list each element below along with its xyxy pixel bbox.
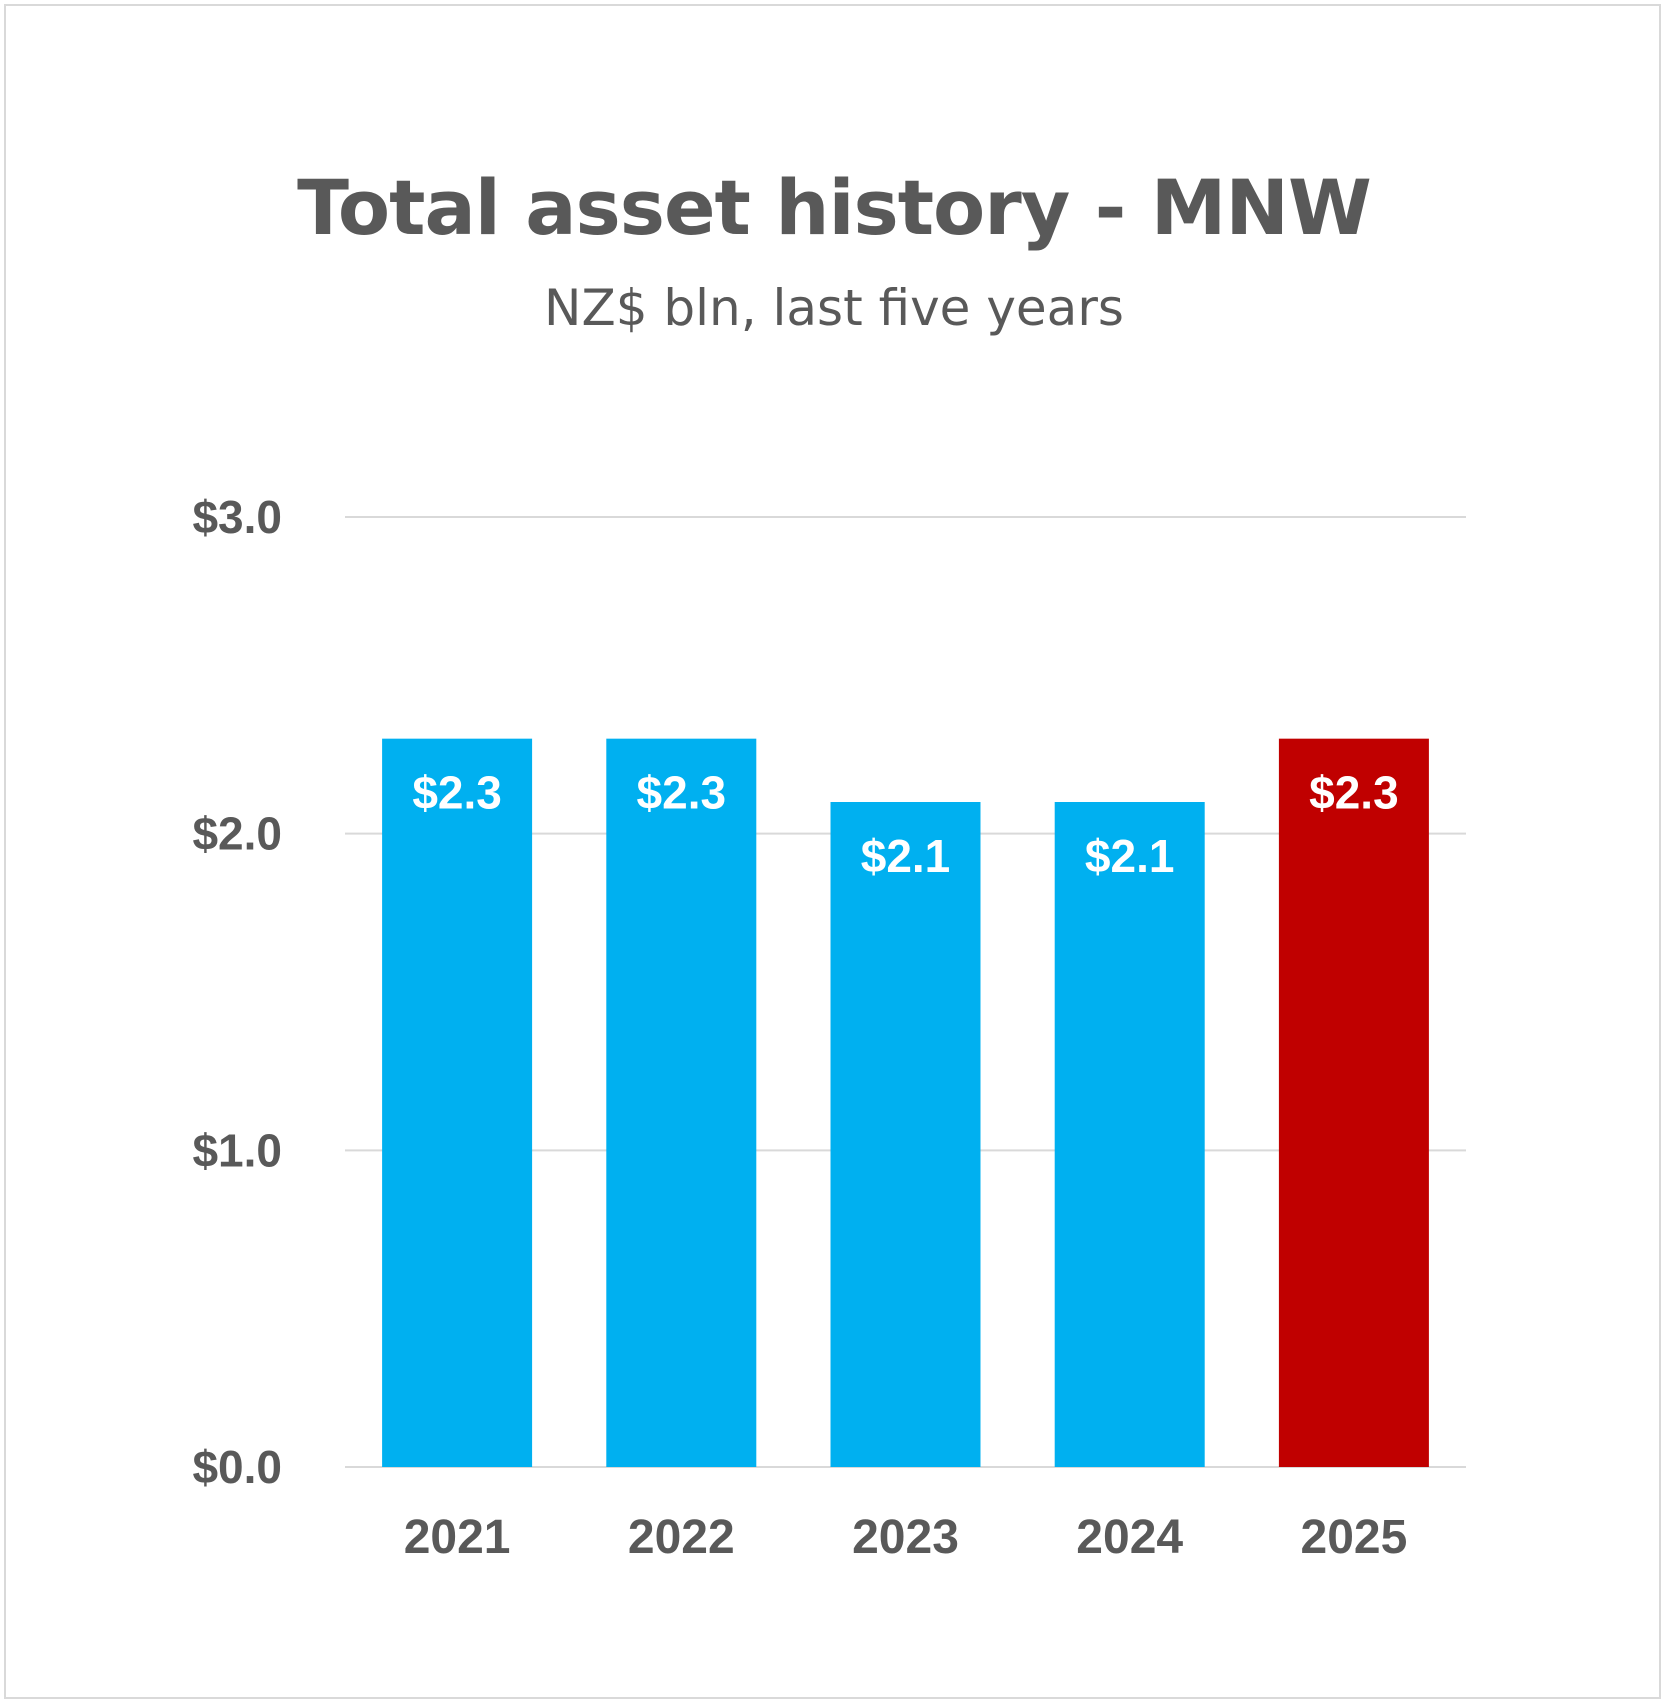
x-category-label: 2021 (404, 1511, 511, 1564)
x-category-label: 2022 (628, 1511, 735, 1564)
data-label: $2.1 (1085, 830, 1175, 882)
data-label: $2.3 (1309, 767, 1399, 819)
y-tick-label: $1.0 (192, 1124, 282, 1176)
x-axis-categories: 2021 2022 2023 2024 2025 (404, 1511, 1408, 1564)
bars (382, 738, 1429, 1467)
y-axis-ticks: $0.0 $1.0 $2.0 $3.0 (192, 491, 282, 1493)
y-tick-label: $2.0 (192, 808, 282, 860)
y-tick-label: $3.0 (192, 491, 282, 543)
bar (1054, 802, 1205, 1467)
data-label: $2.3 (412, 767, 502, 819)
chart-title: Total asset history - MNW (297, 163, 1372, 252)
x-category-label: 2025 (1301, 1511, 1408, 1564)
chart-subtitle: NZ$ bln, last five years (544, 279, 1124, 337)
bar (830, 802, 981, 1467)
bar (1278, 738, 1429, 1467)
data-labels: $2.3 $2.3 $2.1 $2.1 $2.3 (412, 767, 1398, 882)
bar (382, 738, 533, 1467)
x-category-label: 2023 (852, 1511, 959, 1564)
y-tick-label: $0.0 (192, 1441, 282, 1493)
x-category-label: 2024 (1076, 1511, 1183, 1564)
data-label: $2.3 (637, 767, 727, 819)
data-label: $2.1 (861, 830, 951, 882)
bar (606, 738, 757, 1467)
